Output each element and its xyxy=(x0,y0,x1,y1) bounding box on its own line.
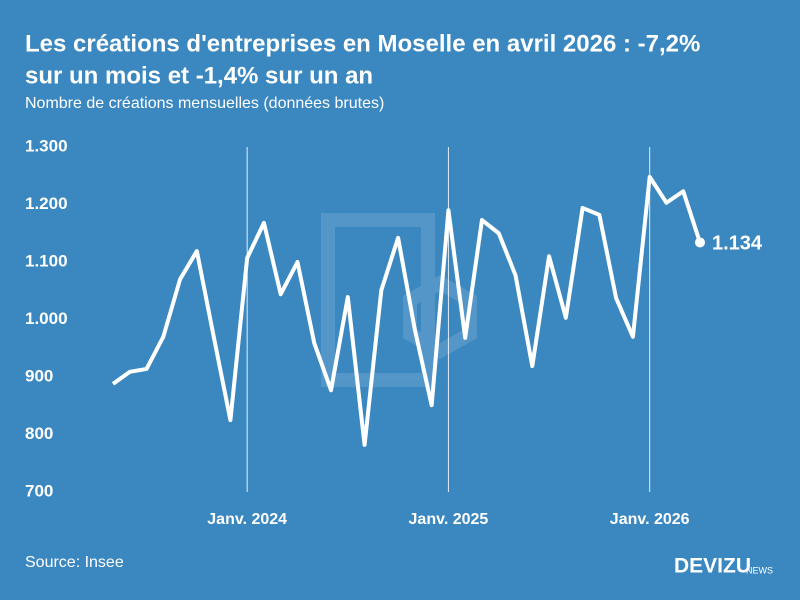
subtitle: Nombre de créations mensuelles (données … xyxy=(25,95,384,112)
source: Source: Insee xyxy=(25,554,124,571)
y-tick-label: 1.200 xyxy=(25,194,68,213)
line xyxy=(111,174,702,447)
y-tick-label: 1.300 xyxy=(25,136,68,155)
x-tick-label: Janv. 2026 xyxy=(610,511,690,528)
x-tick-label: Janv. 2025 xyxy=(409,511,489,528)
chart-title: sur un mois et -1,4% sur un an xyxy=(25,62,373,89)
y-tick-label: 700 xyxy=(25,481,53,500)
y-tick-label: 1.000 xyxy=(25,309,68,328)
x-tick-label: Janv. 2024 xyxy=(207,511,287,528)
brand-suffix: NEWS xyxy=(746,565,773,575)
watermark xyxy=(321,213,477,387)
end-point xyxy=(695,237,705,248)
y-tick-label: 1.100 xyxy=(25,251,68,270)
chart-title: Les créations d'entreprises en Moselle e… xyxy=(25,30,700,57)
y-tick-label: 800 xyxy=(25,424,53,443)
y-tick-label: 900 xyxy=(25,366,53,385)
value-label: 1.134 xyxy=(712,233,763,255)
brand: DEVIZU xyxy=(674,555,751,578)
